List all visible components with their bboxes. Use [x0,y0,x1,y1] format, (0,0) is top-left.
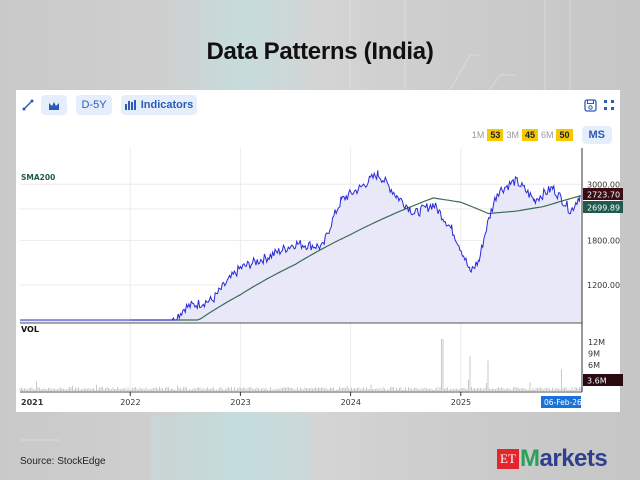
date-value: 06-Feb-26 [544,398,582,407]
x-tick-label: 2024 [341,398,361,407]
last-price-badge [583,188,623,200]
ms-button[interactable]: MS [581,126,612,144]
fullscreen-icon [604,100,614,110]
period-6m-label: 6M [540,130,554,140]
fullscreen-button[interactable] [602,95,616,115]
page-title: Data Patterns (India) [206,38,434,65]
et-markets-logo: ET Markets [497,445,608,472]
x-tick-label: 2021 [21,398,44,407]
sma200-label: SMA200 [21,173,55,182]
line-draw-icon [22,99,34,111]
range-label: D-5Y [81,99,107,111]
y-tick-label: 3000.00 [587,180,620,189]
vol-tick-label: 12M [588,338,605,347]
markets-wordmark: Markets [520,445,608,472]
chart-toolbar: D-5Y Indicators [16,90,620,120]
x-tick-label: 2023 [230,398,250,407]
period-1m-label: 1M [471,130,485,140]
range-button[interactable]: D-5Y [76,95,112,115]
save-icon [583,98,597,112]
sma-badge [583,201,623,213]
period-3m-label: 3M [506,130,519,140]
x-tick-label: 2022 [120,398,140,407]
volume-value: 3.6M [587,377,607,386]
last-price-value: 2723.70 [587,191,620,200]
sma-value: 2699.89 [587,204,620,213]
y-tick-label: 1200.00 [587,281,620,290]
indicators-button[interactable]: Indicators [121,95,197,115]
period-1m-value: 53 [487,129,504,141]
indicators-label: Indicators [140,99,194,111]
period-returns: 1M 53 3M 45 6M 50 MS [472,126,612,144]
x-tick-label: 2025 [451,398,471,407]
period-6m-value: 50 [556,129,573,141]
vol-tick-label: 9M [588,350,600,359]
date-badge [541,396,581,408]
vol-label: VOL [21,325,39,334]
period-3m-value: 45 [521,129,538,141]
y-tick-label: 1800.00 [587,236,620,245]
chart-type-button[interactable] [41,95,67,115]
line-draw-button[interactable] [20,95,36,115]
volume-badge [583,374,623,386]
area-chart-icon [49,101,59,110]
save-button[interactable] [582,95,598,115]
et-logo-mark: ET [497,449,519,469]
source-caption: Source: StockEdge [20,456,106,467]
indicators-icon [124,100,136,110]
vol-tick-label: 6M [588,361,600,370]
